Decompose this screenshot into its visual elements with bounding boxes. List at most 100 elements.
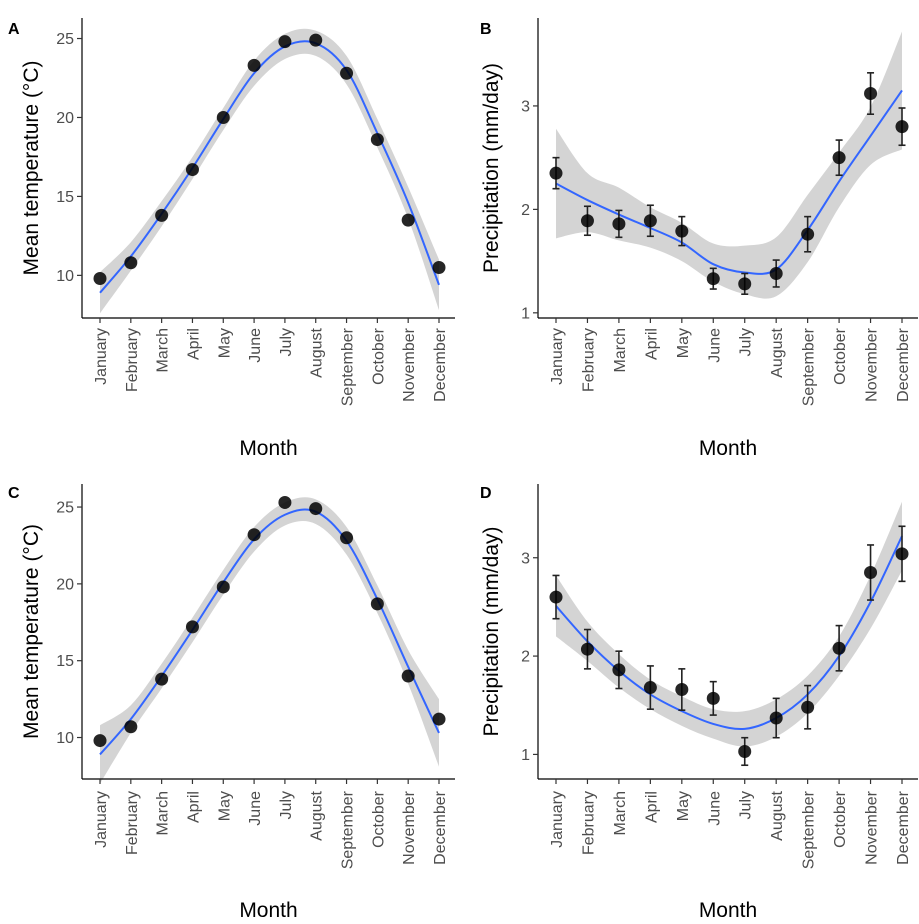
x-tick-label: July: [278, 791, 295, 819]
data-point: [643, 681, 657, 695]
data-point: [612, 217, 626, 231]
x-tick-label: January: [549, 791, 566, 848]
x-tick-label: October: [832, 790, 849, 848]
confidence-band: [100, 497, 439, 784]
x-tick-label: March: [155, 791, 172, 835]
x-tick-label: January: [549, 328, 566, 385]
data-point: [432, 260, 446, 274]
x-tick-label: March: [612, 328, 629, 372]
y-tick-label: 25: [56, 500, 74, 517]
x-tick-label: January: [93, 791, 110, 848]
y-tick-label: 10: [56, 730, 74, 747]
x-tick-label: August: [309, 790, 326, 840]
smooth-line: [555, 89, 903, 275]
x-axis-title: Month: [239, 437, 297, 460]
data-point: [580, 214, 594, 228]
data-point: [278, 35, 292, 49]
data-point: [185, 620, 199, 634]
x-tick-label: October: [370, 790, 387, 848]
x-tick-label: May: [675, 328, 692, 358]
confidence-band: [556, 501, 902, 747]
x-tick-label: December: [432, 327, 449, 401]
y-axis-title: Precipitation (mm/day): [480, 63, 503, 273]
y-tick-label: 2: [521, 202, 530, 219]
x-tick-label: April: [185, 328, 202, 360]
x-tick-label: June: [247, 328, 264, 363]
x-tick-label: May: [216, 328, 233, 358]
panel-label: C: [8, 485, 20, 502]
x-tick-label: September: [801, 790, 818, 869]
x-tick-label: October: [370, 327, 387, 385]
data-point: [738, 277, 752, 291]
x-tick-label: July: [738, 791, 755, 819]
x-tick-label: February: [580, 328, 597, 392]
x-tick-label: November: [864, 327, 881, 401]
y-axis-title: Precipitation (mm/day): [480, 526, 503, 736]
x-tick-label: September: [340, 327, 357, 406]
data-point: [370, 133, 384, 147]
y-tick-label: 1: [521, 305, 530, 322]
x-tick-label: June: [706, 791, 723, 826]
data-point: [895, 120, 909, 134]
x-tick-label: February: [124, 791, 141, 855]
data-point: [612, 663, 626, 677]
x-tick-label: May: [216, 791, 233, 821]
data-point: [309, 502, 323, 516]
x-axis-title: Month: [699, 437, 757, 460]
y-tick-label: 10: [56, 268, 74, 285]
data-point: [801, 700, 815, 714]
x-tick-label: February: [124, 328, 141, 392]
data-point: [895, 547, 909, 561]
x-tick-label: August: [769, 327, 786, 377]
y-tick-label: 20: [56, 576, 74, 593]
y-tick-label: 20: [56, 110, 74, 127]
x-tick-label: January: [93, 328, 110, 385]
data-point: [278, 495, 292, 509]
data-point: [549, 166, 563, 180]
data-point: [769, 267, 783, 281]
confidence-band: [556, 31, 902, 299]
x-tick-label: July: [738, 328, 755, 356]
y-tick-label: 3: [521, 550, 530, 567]
x-axis-title: Month: [699, 899, 757, 922]
panel-label: A: [8, 21, 20, 38]
data-point: [706, 272, 720, 286]
panel-c: 10 15 20 25 January February March April May June…: [8, 484, 455, 922]
y-axis-title: Mean temperature (°C): [20, 524, 43, 739]
x-tick-label: April: [643, 791, 660, 823]
data-point: [93, 734, 107, 748]
data-point: [216, 580, 230, 594]
x-tick-label: November: [401, 790, 418, 864]
y-tick-label: 25: [56, 31, 74, 48]
x-tick-label: December: [895, 790, 912, 864]
data-point: [401, 669, 415, 683]
y-tick-label: 15: [56, 653, 74, 670]
x-tick-label: June: [247, 791, 264, 826]
confidence-band: [100, 28, 439, 314]
data-point: [185, 163, 199, 177]
data-point: [706, 691, 720, 705]
x-tick-label: August: [769, 790, 786, 840]
panel-d: 1 2 3 January February March April May June July A…: [480, 484, 918, 922]
data-point: [124, 720, 138, 734]
data-point: [340, 66, 354, 80]
y-tick-label: 1: [521, 747, 530, 764]
data-point: [93, 272, 107, 286]
data-point: [643, 214, 657, 228]
data-point: [801, 227, 815, 241]
y-tick-label: 15: [56, 189, 74, 206]
x-tick-label: August: [309, 327, 326, 377]
x-tick-label: April: [643, 328, 660, 360]
x-tick-label: December: [432, 790, 449, 864]
data-point: [580, 642, 594, 656]
panel-label: B: [480, 21, 492, 38]
data-point: [864, 87, 878, 101]
x-tick-label: November: [401, 327, 418, 401]
data-point: [832, 151, 846, 165]
panel-a: 10 15 20 25 January February March April May June…: [8, 18, 455, 460]
x-tick-label: September: [801, 327, 818, 406]
data-point: [309, 33, 323, 47]
data-point: [247, 528, 261, 542]
panel-b: 1 2 3 January February March April May June July A…: [480, 18, 918, 460]
